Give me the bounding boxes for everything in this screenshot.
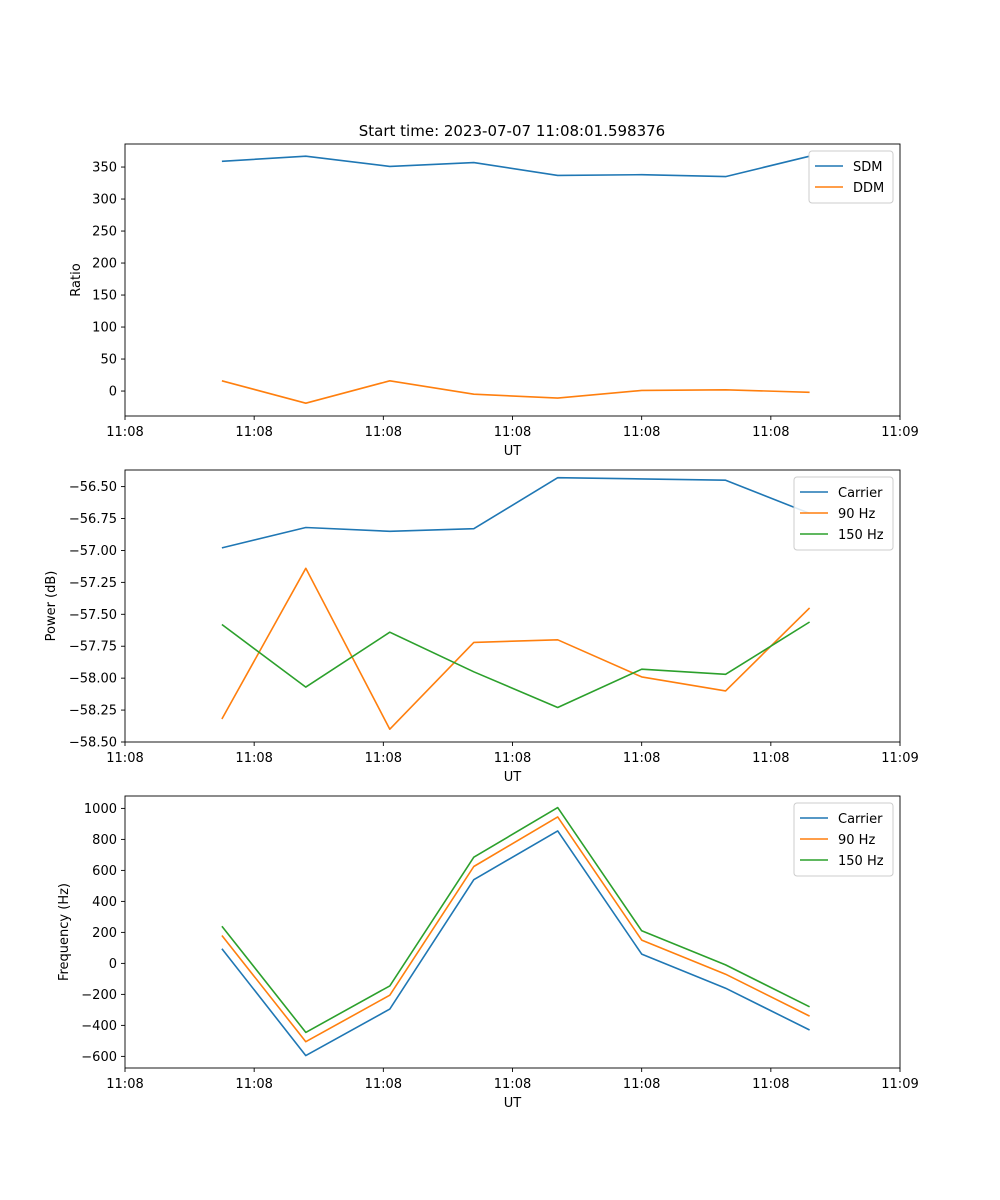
legend-label: Carrier <box>838 812 883 827</box>
y-tick-label: −58.00 <box>69 672 117 687</box>
legend-label: 90 Hz <box>838 507 875 522</box>
x-tick-label: 11:08 <box>365 1077 402 1092</box>
x-tick-label: 11:08 <box>623 1077 660 1092</box>
legend-label: SDM <box>853 160 882 175</box>
legend-label: 150 Hz <box>838 528 884 543</box>
y-tick-label: −57.25 <box>69 576 117 591</box>
figure-title: Start time: 2023-07-07 11:08:01.598376 <box>359 122 665 140</box>
y-tick-label: −57.50 <box>69 608 117 623</box>
y-tick-label: −600 <box>81 1050 117 1065</box>
legend: SDM DDM <box>808 150 894 204</box>
y-tick-label: −58.25 <box>69 704 117 719</box>
legend-box <box>793 802 894 877</box>
legend: Carrier 90 Hz 150 Hz <box>793 802 894 877</box>
y-tick-label: 300 <box>92 193 117 208</box>
series-line-150-hz <box>221 806 810 1034</box>
y-tick-label: 800 <box>92 833 117 848</box>
series-line-sdm <box>221 155 810 178</box>
x-tick-label: 11:08 <box>106 751 143 766</box>
series-line-150-hz <box>221 621 811 709</box>
y-tick-label: 150 <box>92 289 117 304</box>
legend-label: 150 Hz <box>838 854 884 869</box>
subplot-1: 11:08 11:08 11:08 11:08 11:08 11:08 11:09 UT 0 50… <box>69 143 919 459</box>
y-tick-label: 250 <box>92 225 117 240</box>
y-tick-label: 600 <box>92 864 117 879</box>
y-tick-label: −57.00 <box>69 544 117 559</box>
x-tick-label: 11:08 <box>623 751 660 766</box>
y-tick-label: 200 <box>92 926 117 941</box>
series-line-90-hz <box>221 816 810 1043</box>
legend-label: Carrier <box>838 486 883 501</box>
x-axis-label: UT <box>504 1096 522 1111</box>
legend-label: DDM <box>853 181 884 196</box>
y-tick-label: −400 <box>81 1019 117 1034</box>
x-tick-label: 11:09 <box>881 751 918 766</box>
x-tick-label: 11:08 <box>365 425 402 440</box>
y-tick-label: 0 <box>109 957 117 972</box>
y-tick-label: 50 <box>100 353 117 368</box>
legend-box <box>793 476 894 551</box>
x-tick-label: 11:08 <box>106 425 143 440</box>
y-tick-label: 1000 <box>84 802 117 817</box>
series-line-carrier <box>221 830 810 1057</box>
y-tick-label: 200 <box>92 257 117 272</box>
x-tick-label: 11:08 <box>106 1077 143 1092</box>
subplot-3: 11:08 11:08 11:08 11:08 11:08 11:08 11:09 UT −60… <box>57 795 919 1111</box>
x-tick-label: 11:08 <box>365 751 402 766</box>
y-axis-label: Power (dB) <box>44 571 59 642</box>
legend: Carrier 90 Hz 150 Hz <box>793 476 894 551</box>
x-axis-label: UT <box>504 770 522 785</box>
x-tick-label: 11:08 <box>235 425 272 440</box>
y-tick-label: −58.50 <box>69 736 117 751</box>
legend-label: 90 Hz <box>838 833 875 848</box>
series-line-ddm <box>221 379 810 405</box>
x-tick-label: 11:08 <box>235 1077 272 1092</box>
x-tick-label: 11:08 <box>752 425 789 440</box>
subplots: 11:08 11:08 11:08 11:08 11:08 11:08 11:09 UT 0 50… <box>44 143 919 1111</box>
y-tick-label: 400 <box>92 895 117 910</box>
y-tick-label: −200 <box>81 988 117 1003</box>
y-tick-label: −56.50 <box>69 480 117 495</box>
x-tick-label: 11:08 <box>494 751 531 766</box>
x-tick-label: 11:09 <box>881 1077 918 1092</box>
series-line-90-hz <box>221 567 811 731</box>
x-tick-label: 11:08 <box>752 751 789 766</box>
y-axis-label: Ratio <box>69 263 84 296</box>
y-tick-label: 100 <box>92 321 117 336</box>
x-tick-label: 11:09 <box>881 425 918 440</box>
x-tick-label: 11:08 <box>752 1077 789 1092</box>
x-tick-label: 11:08 <box>235 751 272 766</box>
subplot-2: 11:08 11:08 11:08 11:08 11:08 11:08 11:09 UT −58… <box>44 469 919 785</box>
x-axis-label: UT <box>504 444 522 459</box>
y-tick-label: 350 <box>92 161 117 176</box>
y-tick-label: −56.75 <box>69 512 117 527</box>
x-tick-label: 11:08 <box>494 425 531 440</box>
y-tick-label: −57.75 <box>69 640 117 655</box>
series-line-carrier <box>221 476 810 549</box>
x-tick-label: 11:08 <box>623 425 660 440</box>
legend-box <box>808 150 894 204</box>
x-tick-label: 11:08 <box>494 1077 531 1092</box>
y-axis-label: Frequency (Hz) <box>57 883 72 981</box>
y-tick-label: 0 <box>109 385 117 400</box>
